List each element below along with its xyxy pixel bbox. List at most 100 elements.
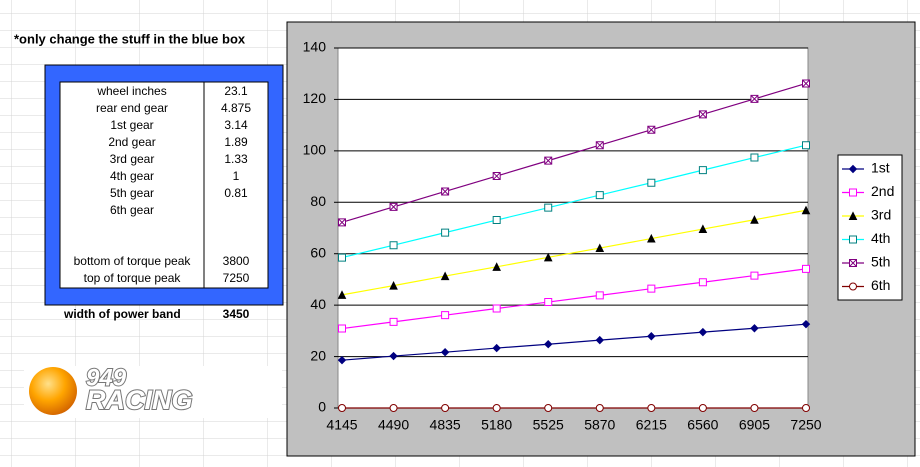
marker	[440, 271, 450, 281]
row-label: wheel inches	[96, 84, 166, 98]
row-value: 3800	[223, 254, 250, 268]
marker	[544, 340, 553, 349]
marker	[750, 215, 759, 224]
marker	[389, 404, 398, 412]
marker	[801, 205, 811, 215]
marker	[698, 327, 708, 337]
marker	[750, 94, 759, 103]
marker	[389, 280, 398, 290]
marker	[441, 228, 450, 237]
marker	[595, 191, 604, 200]
series-line	[341, 268, 807, 330]
x-tick-label: 4145	[326, 417, 357, 433]
marker	[750, 404, 759, 412]
y-tick-label: 120	[303, 90, 327, 106]
marker	[698, 404, 707, 412]
marker	[338, 253, 346, 262]
marker	[848, 164, 858, 174]
logo-line1: 949	[86, 364, 127, 391]
y-tick-label: 20	[310, 347, 326, 363]
marker	[849, 235, 857, 244]
row-label: 3rd gear	[110, 152, 155, 166]
row-value: 1.89	[224, 135, 248, 149]
x-tick-label: 7250	[790, 417, 821, 433]
marker	[802, 141, 810, 150]
legend-label: 5th	[871, 254, 890, 270]
marker	[698, 278, 707, 287]
marker	[595, 291, 604, 300]
marker	[647, 233, 656, 243]
marker	[543, 252, 553, 262]
row-label: rear end gear	[96, 101, 168, 115]
x-tick-label: 4835	[430, 417, 461, 433]
marker	[698, 224, 708, 234]
row-label: 4th gear	[110, 169, 154, 183]
plot-area	[337, 47, 809, 409]
row-value: 0.81	[224, 186, 248, 200]
marker	[801, 319, 811, 329]
x-tick-label: 5180	[481, 417, 512, 433]
y-tick-label: 0	[318, 399, 326, 415]
marker	[441, 404, 450, 412]
marker	[595, 404, 604, 412]
marker	[544, 203, 553, 212]
logo-line2: RACING	[86, 385, 193, 415]
input-table	[59, 81, 269, 289]
marker	[492, 304, 501, 313]
marker	[337, 355, 347, 365]
row-value: 1	[233, 169, 240, 183]
marker	[849, 188, 857, 197]
legend-box	[837, 154, 903, 301]
marker	[544, 404, 553, 412]
note: *only change the stuff in the blue box	[14, 31, 246, 46]
row-label: 6th gear	[110, 203, 154, 217]
y-tick-label: 100	[303, 142, 327, 158]
series-line	[341, 209, 807, 296]
legend-label: 1st	[871, 160, 890, 176]
x-tick-label: 5525	[533, 417, 564, 433]
marker	[802, 79, 810, 88]
y-tick-label: 80	[310, 193, 326, 209]
marker	[338, 218, 346, 227]
row-value: 3.14	[224, 118, 248, 132]
series-line	[341, 144, 807, 259]
y-tick-label: 60	[310, 244, 326, 260]
marker	[492, 343, 501, 353]
y-tick-label: 140	[303, 39, 327, 55]
marker	[492, 404, 501, 412]
marker	[647, 404, 656, 412]
marker	[848, 211, 858, 220]
series-line	[341, 82, 807, 223]
marker	[698, 110, 707, 119]
marker	[647, 125, 656, 134]
marker	[647, 178, 656, 187]
x-tick-label: 5870	[584, 417, 615, 433]
marker	[338, 404, 346, 412]
series-line	[341, 323, 807, 361]
marker	[338, 324, 346, 333]
marker	[802, 264, 810, 273]
row-label: top of torque peak	[84, 271, 182, 285]
marker	[849, 282, 857, 291]
legend-label: 4th	[871, 230, 890, 246]
marker	[698, 166, 707, 175]
marker	[647, 284, 656, 293]
marker	[389, 317, 398, 326]
marker	[441, 187, 450, 196]
x-tick-label: 6905	[739, 417, 770, 433]
row-label: 5th gear	[110, 186, 154, 200]
legend-label: 6th	[871, 277, 890, 293]
marker	[647, 332, 656, 341]
marker	[389, 202, 398, 211]
marker	[595, 243, 605, 253]
x-tick-label: 6560	[687, 417, 718, 433]
x-tick-label: 4490	[378, 417, 409, 433]
row-value: 4.875	[221, 101, 251, 115]
result-label: width of power band	[63, 307, 181, 321]
marker	[595, 141, 604, 150]
marker	[544, 298, 553, 307]
logo: 949 RACING	[24, 363, 282, 418]
marker	[389, 241, 398, 250]
